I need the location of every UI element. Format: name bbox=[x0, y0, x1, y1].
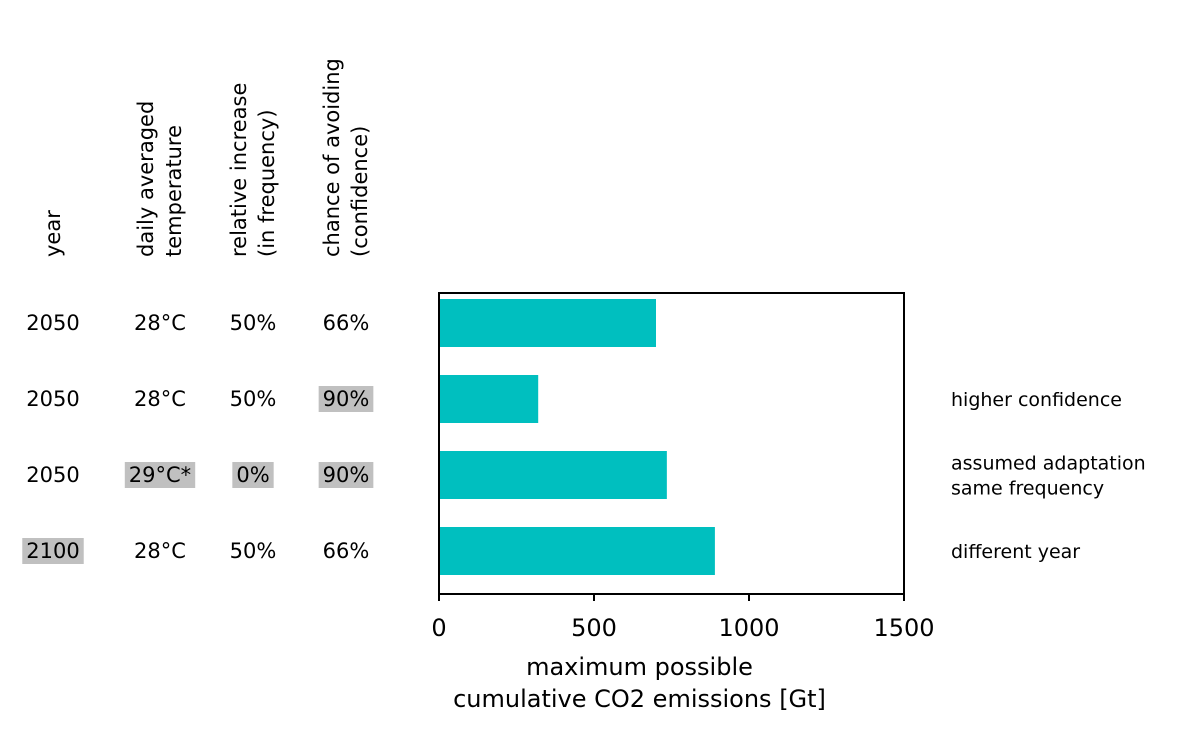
table-cell-text: 50% bbox=[230, 311, 277, 335]
table-cell-text: 29°C* bbox=[129, 463, 191, 487]
table-cell: 50% bbox=[230, 539, 277, 563]
table-cell: 2050 bbox=[26, 463, 79, 487]
x-axis-label-line: cumulative CO2 emissions [Gt] bbox=[453, 685, 826, 713]
table-cell-text: 90% bbox=[323, 387, 370, 411]
column-header-1-line-0: daily averaged bbox=[134, 101, 158, 257]
x-tick-label: 0 bbox=[431, 614, 446, 642]
column-header-2-line-1: (in frequency) bbox=[255, 109, 279, 257]
row-annotation: assumed adaptation bbox=[951, 453, 1146, 475]
highlight-box bbox=[318, 462, 374, 488]
highlight-box bbox=[232, 462, 274, 488]
table-cell-text: 2050 bbox=[26, 387, 79, 411]
x-tick-label: 1000 bbox=[718, 614, 779, 642]
table-cell: 90% bbox=[318, 462, 374, 488]
table-cell-text: 90% bbox=[323, 463, 370, 487]
table-cell: 90% bbox=[318, 386, 374, 412]
table-cell: 28°C bbox=[134, 387, 186, 411]
table-cell: 29°C* bbox=[124, 462, 196, 488]
row-annotation: same frequency bbox=[951, 478, 1104, 500]
table-column-headers: year daily averaged temperature relative in… bbox=[41, 58, 372, 257]
highlight-box bbox=[124, 462, 196, 488]
row-annotation: higher confidence bbox=[951, 389, 1122, 411]
row-annotation: different year bbox=[951, 541, 1080, 563]
table-cell-text: 28°C bbox=[134, 539, 186, 563]
highlight-box bbox=[22, 538, 84, 564]
table-cell-text: 0% bbox=[236, 463, 269, 487]
table-cell: 66% bbox=[323, 539, 370, 563]
table-cell-text: 50% bbox=[230, 539, 277, 563]
table-cell-text: 2050 bbox=[26, 311, 79, 335]
x-tick-label: 1500 bbox=[873, 614, 934, 642]
table-cell: 50% bbox=[230, 387, 277, 411]
table-cell: 50% bbox=[230, 311, 277, 335]
table-cell: 2050 bbox=[26, 311, 79, 335]
bar-series bbox=[439, 299, 715, 575]
table-cell: 28°C bbox=[134, 539, 186, 563]
table-cell-text: 50% bbox=[230, 387, 277, 411]
row-annotations: higher confidence assumed adaptation same … bbox=[951, 389, 1146, 563]
plot-frame bbox=[438, 292, 905, 595]
table-cell: 0% bbox=[232, 462, 274, 488]
x-axis-ticks: 0 500 1000 1500 bbox=[431, 594, 935, 642]
table-cell-text: 2100 bbox=[26, 539, 79, 563]
bar bbox=[439, 527, 715, 575]
column-header-3-line-0: chance of avoiding bbox=[320, 58, 344, 257]
x-axis-label-line: maximum possible bbox=[526, 653, 753, 681]
table-cell: 66% bbox=[323, 311, 370, 335]
table-cell-text: 2050 bbox=[26, 463, 79, 487]
bar bbox=[439, 451, 667, 499]
highlight-box bbox=[318, 386, 374, 412]
table-cell-text: 28°C bbox=[134, 387, 186, 411]
column-header-3-line-1: (confidence) bbox=[348, 126, 372, 257]
column-header-2-line-0: relative increase bbox=[227, 83, 251, 257]
table-cell-text: 28°C bbox=[134, 311, 186, 335]
bar-chart: 0 500 1000 1500 maximum possible cumulative … bbox=[431, 292, 935, 713]
table-cell: 2050 bbox=[26, 387, 79, 411]
bar bbox=[439, 375, 539, 423]
table-cell: 2100 bbox=[22, 538, 84, 564]
bar bbox=[439, 299, 656, 347]
table-cell-text: 66% bbox=[323, 311, 370, 335]
column-header-1-line-1: temperature bbox=[162, 125, 186, 257]
table-cell: 28°C bbox=[134, 311, 186, 335]
x-axis-label: maximum possible cumulative CO2 emissions… bbox=[453, 653, 826, 713]
column-header-0-line-0: year bbox=[41, 210, 65, 257]
x-tick-label: 500 bbox=[571, 614, 617, 642]
table-cell-text: 66% bbox=[323, 539, 370, 563]
parameter-table: 2050 28°C 50% 66% 2050 28°C 50% 90% 2050 29°C* 0% 9… bbox=[22, 311, 374, 564]
